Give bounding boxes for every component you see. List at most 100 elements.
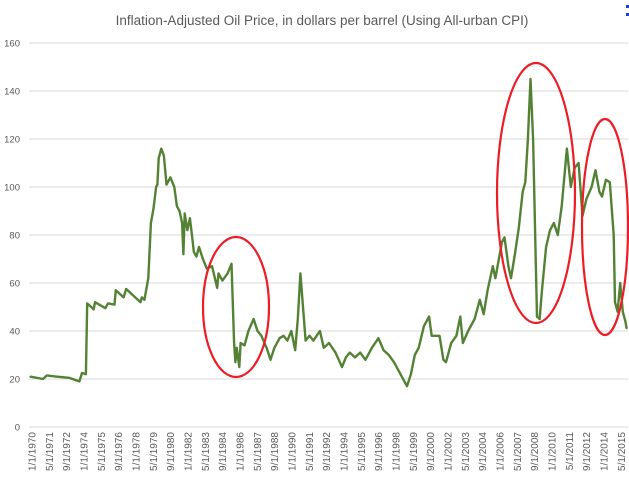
data-point (260, 335, 262, 337)
x-tick-label: 5/1/1987 (253, 432, 264, 471)
data-point (359, 352, 361, 354)
data-point (238, 366, 240, 368)
data-point (178, 210, 181, 212)
x-tick-label: 5/1/1999 (409, 432, 420, 471)
data-point (383, 349, 385, 351)
data-point (364, 359, 366, 361)
data-point (198, 246, 200, 248)
data-point (624, 320, 627, 322)
y-tick-label: 160 (4, 39, 20, 50)
data-point (345, 356, 347, 358)
x-tick-label: 5/1/1995 (357, 432, 368, 471)
data-point (202, 258, 204, 260)
x-tick-label: 1/1/1994 (340, 432, 351, 471)
data-point (290, 330, 292, 332)
data-point (450, 342, 452, 344)
data-point (557, 234, 559, 236)
data-point (240, 342, 242, 344)
data-point (619, 282, 621, 284)
data-point (273, 347, 275, 349)
x-tick-label: 1/1/2006 (496, 432, 507, 471)
data-point (334, 352, 337, 354)
x-tick-label: 5/1/2003 (461, 432, 472, 471)
x-tick-label: 9/1/2000 (426, 432, 437, 471)
data-point (247, 330, 249, 332)
data-point (585, 198, 588, 200)
data-point (165, 184, 168, 186)
data-point (158, 157, 160, 159)
data-point (253, 318, 255, 320)
x-tick-label: 5/1/1975 (97, 432, 108, 471)
data-point (184, 212, 186, 214)
data-point (193, 251, 195, 253)
annotation-ellipse-1986 (201, 235, 271, 379)
data-point (614, 301, 616, 303)
data-point (176, 205, 178, 207)
data-point (609, 181, 611, 183)
data-point (147, 277, 149, 279)
data-point (438, 335, 441, 337)
x-tick-label: 9/1/1972 (62, 432, 73, 471)
x-tick-label: 1/1/1978 (132, 432, 143, 471)
data-point (173, 186, 175, 188)
data-point (483, 313, 485, 315)
x-tick-label: 5/1/1979 (149, 432, 160, 471)
x-tick-label: 1/1/2002 (444, 432, 455, 471)
x-tick-label: 9/1/1996 (374, 432, 385, 471)
data-point (163, 155, 165, 157)
data-point (536, 316, 538, 318)
data-point (414, 354, 416, 356)
data-point (217, 272, 220, 274)
data-point (160, 148, 162, 150)
data-point (474, 318, 476, 320)
data-point (123, 296, 125, 298)
data-point (211, 265, 213, 267)
data-point (594, 169, 597, 171)
data-point (256, 330, 259, 332)
x-tick-label: 5/1/1991 (305, 432, 316, 471)
data-point (479, 299, 481, 301)
data-point (601, 196, 603, 198)
x-tick-label: 9/1/1984 (218, 432, 229, 471)
data-point (354, 356, 356, 358)
data-point (143, 299, 145, 301)
data-point (524, 181, 526, 183)
data-point (423, 325, 425, 327)
data-point (86, 302, 88, 304)
data-point (141, 296, 143, 298)
data-point (393, 361, 395, 363)
data-point (617, 311, 619, 313)
data-point (169, 176, 171, 178)
data-point (68, 377, 70, 379)
x-axis-tick-labels: 1/1/1970 5/1/1971 9/1/1972 1/1/1974 5/1/1975… (28, 432, 628, 471)
data-point (78, 380, 80, 382)
x-tick-label: 9/1/2004 (478, 432, 489, 471)
data-point (233, 342, 235, 344)
data-point (42, 378, 44, 380)
data-point (125, 288, 127, 290)
data-point (150, 222, 152, 224)
data-point (113, 304, 116, 306)
y-tick-label: 100 (4, 183, 20, 194)
data-point (186, 229, 188, 231)
data-point (418, 347, 420, 349)
series-line (29, 77, 628, 388)
x-tick-label: 5/1/1983 (201, 432, 212, 471)
data-point (541, 287, 543, 289)
data-point (535, 258, 537, 260)
data-point (507, 265, 509, 267)
data-point (266, 347, 268, 349)
data-point (93, 308, 95, 310)
x-tick-label: 9/1/2008 (530, 432, 541, 471)
data-point (279, 337, 281, 339)
data-point (403, 380, 405, 382)
data-point (510, 277, 512, 279)
data-point (622, 311, 624, 313)
x-tick-label: 9/1/1992 (322, 432, 333, 471)
x-tick-label: 5/1/2007 (513, 432, 524, 471)
data-point (514, 253, 516, 255)
data-point (302, 306, 304, 308)
data-point (613, 234, 615, 236)
data-point (455, 335, 457, 337)
y-tick-label: 40 (9, 327, 20, 338)
